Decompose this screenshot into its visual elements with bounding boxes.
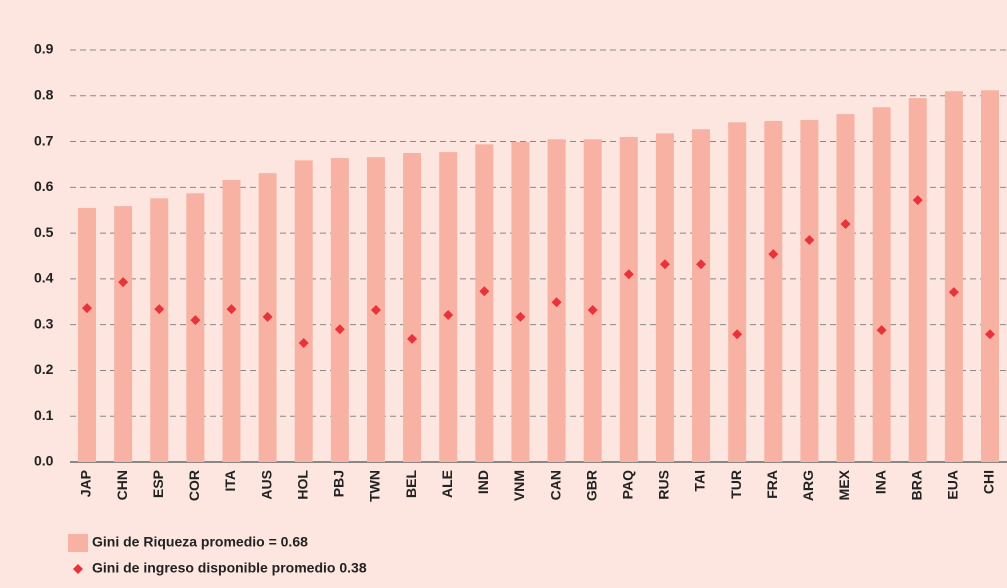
bar xyxy=(692,129,711,462)
bar xyxy=(800,120,819,462)
marker xyxy=(623,269,634,280)
bar xyxy=(764,120,783,462)
x-tick-label: ESP xyxy=(150,470,166,498)
marker xyxy=(587,305,598,316)
x-tick-label: JAP xyxy=(78,470,94,497)
x-tick-label: CHI xyxy=(981,470,997,494)
bar xyxy=(403,153,422,462)
y-tick-label: 0.8 xyxy=(34,86,54,102)
y-tick-label: 0.7 xyxy=(34,132,54,148)
bar xyxy=(78,207,96,462)
marker xyxy=(912,195,923,206)
marker xyxy=(840,218,851,229)
x-tick-label: FRA xyxy=(764,470,780,499)
y-tick-label: 0.2 xyxy=(34,361,54,377)
x-tick-label: ALE xyxy=(439,470,455,498)
x-tick-label: ITA xyxy=(222,470,238,492)
marker xyxy=(298,337,309,348)
y-tick-label: 0.4 xyxy=(34,270,54,286)
bar xyxy=(655,133,674,462)
bar xyxy=(150,198,169,462)
bar xyxy=(222,180,241,462)
bar xyxy=(511,142,530,462)
bar xyxy=(186,193,205,463)
bar xyxy=(872,107,891,462)
x-tick-label: AUS xyxy=(258,470,274,500)
x-tick-label: RUS xyxy=(656,470,672,500)
x-tick-label: TWN xyxy=(367,470,383,502)
marker xyxy=(118,277,129,288)
marker xyxy=(154,304,165,315)
legend-swatch xyxy=(73,564,83,574)
marker xyxy=(334,324,345,335)
x-tick-label: MEX xyxy=(836,469,852,500)
marker xyxy=(876,325,887,336)
marker xyxy=(948,287,959,298)
x-tick-label: PBJ xyxy=(331,470,347,497)
bar xyxy=(908,98,927,463)
marker xyxy=(262,311,273,322)
marker xyxy=(479,286,490,297)
bar xyxy=(114,206,133,462)
x-tick-label: TUR xyxy=(728,470,744,499)
marker xyxy=(804,234,815,245)
legend-label: Gini de Riqueza promedio = 0.68 xyxy=(92,534,308,550)
x-tick-label: COR xyxy=(186,470,202,501)
marker xyxy=(370,305,381,316)
x-tick-label: CHN xyxy=(114,470,130,500)
x-tick-label: INA xyxy=(872,470,888,494)
bar xyxy=(944,91,963,462)
y-tick-label: 0.0 xyxy=(34,453,54,469)
x-tick-label: PAQ xyxy=(620,470,636,499)
x-tick-label: TAI xyxy=(692,470,708,492)
y-tick-label: 0.5 xyxy=(34,224,54,240)
marker xyxy=(659,259,670,270)
x-tick-label: GBR xyxy=(583,470,599,501)
y-tick-label: 0.3 xyxy=(34,315,54,331)
bar xyxy=(475,144,494,462)
marker xyxy=(443,310,454,321)
marker xyxy=(551,297,562,308)
x-tick-label: BRA xyxy=(908,470,924,500)
x-tick-label: ARG xyxy=(800,470,816,501)
x-tick-label: CAN xyxy=(547,470,563,500)
x-tick-label: BEL xyxy=(403,470,419,498)
bar xyxy=(294,160,313,462)
y-tick-label: 0.1 xyxy=(34,407,54,423)
marker xyxy=(190,315,201,326)
marker xyxy=(82,303,92,314)
bar xyxy=(439,152,458,462)
bar xyxy=(836,114,855,462)
marker xyxy=(696,259,707,270)
marker xyxy=(768,249,779,260)
marker xyxy=(407,333,418,344)
legend-swatch xyxy=(68,534,88,552)
x-tick-label: IND xyxy=(475,470,491,494)
marker xyxy=(732,329,743,340)
bar xyxy=(728,122,747,462)
bar xyxy=(981,90,999,462)
legend-label: Gini de ingreso disponible promedio 0.38 xyxy=(92,560,367,576)
bar xyxy=(330,158,349,462)
x-tick-label: EUA xyxy=(945,470,961,500)
y-tick-label: 0.9 xyxy=(34,41,54,57)
bar xyxy=(583,139,602,462)
x-tick-label: HOL xyxy=(294,470,310,500)
y-tick-label: 0.6 xyxy=(34,178,54,194)
marker xyxy=(226,304,237,315)
marker xyxy=(515,311,526,322)
marker xyxy=(985,329,995,340)
x-tick-label: VNM xyxy=(511,470,527,501)
bar xyxy=(619,136,638,462)
